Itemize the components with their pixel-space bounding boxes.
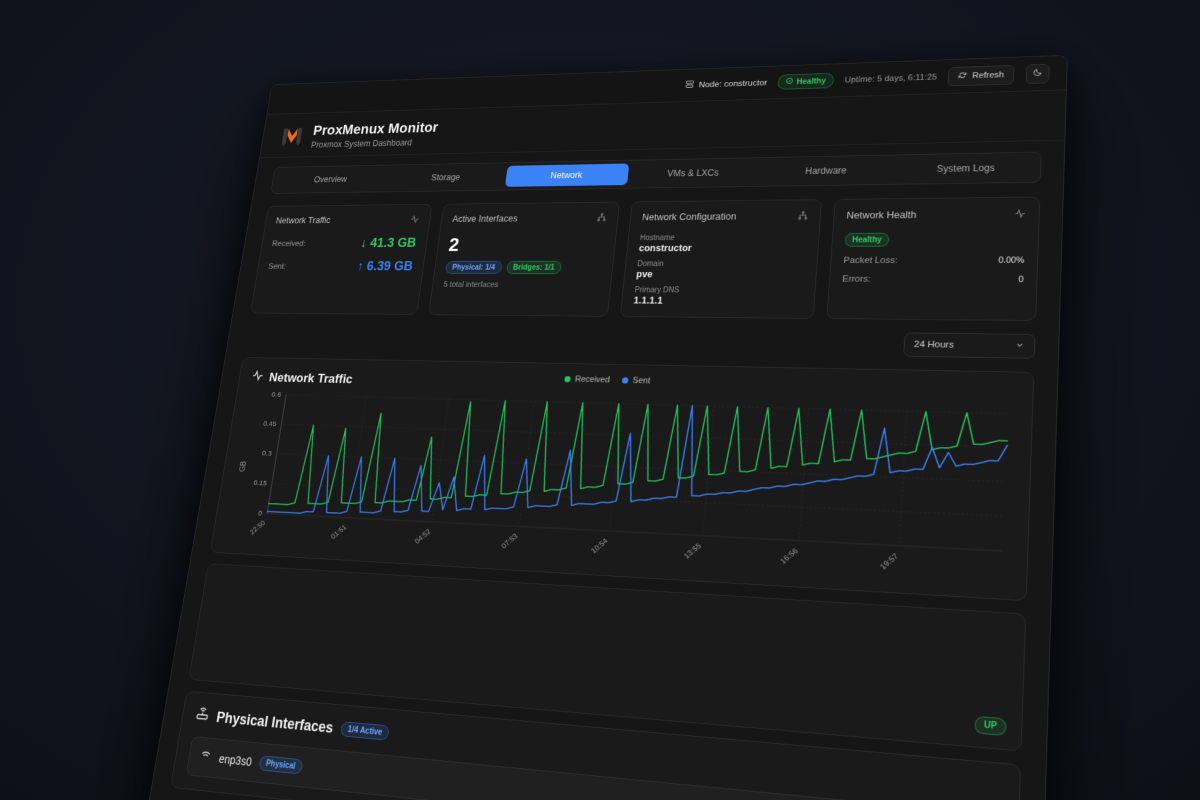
network-traffic-chart-panel: Received Sent Network Traffic GB 0 [209,357,1035,602]
tab-system-logs[interactable]: System Logs [936,162,996,175]
wifi-icon [198,748,213,767]
physical-interfaces-active-badge: 1/4 Active [340,721,390,741]
svg-text:13:55: 13:55 [682,542,703,561]
physical-interfaces-title: Physical Interfaces [215,708,335,736]
uptime-text: Uptime: 5 days, 6:11:25 [844,72,938,85]
proxmenux-m-logo-icon [278,124,307,150]
page-title: ProxMenux Monitor [312,120,440,139]
card-active-interfaces-title: Active Interfaces [451,213,519,225]
card-network-traffic-title: Network Traffic [275,215,332,226]
domain-label: Domain [636,260,664,269]
card-network-traffic: Network Traffic Received: ↓ 41.3 GB Sent… [250,203,433,315]
refresh-button[interactable]: Refresh [947,64,1015,87]
theme-toggle-button[interactable] [1025,63,1050,84]
legend-item-received: Received [564,375,610,385]
legend-item-sent: Sent [621,375,651,386]
interface-name: enp3s0 [218,751,253,769]
router-icon [194,705,210,726]
tab-hardware[interactable]: Hardware [804,165,847,177]
svg-text:0.3: 0.3 [261,449,272,458]
network-nodes-icon [596,213,607,226]
up-status-badge: UP [974,715,1007,737]
card-active-interfaces: Active Interfaces 2 Physical: 1/4 Bridge… [428,201,621,317]
check-circle-icon [785,77,793,87]
page-subtitle: Proxmox System Dashboard [310,137,413,150]
hostname-label: Hostname [639,234,675,243]
legend-dot-sent [621,377,629,384]
chart-legend: Received Sent [564,375,651,386]
app-window: Node: constructor Healthy Uptime: 5 days… [145,54,1068,800]
tab-vms-lxcs[interactable]: VMs & LXCs [666,167,720,179]
refresh-label: Refresh [972,70,1005,81]
active-interfaces-count: 2 [447,233,461,256]
node-info: Node: constructor [685,77,768,90]
svg-text:0.45: 0.45 [263,419,278,428]
time-range-value: 24 Hours [913,339,955,351]
svg-text:16:56: 16:56 [779,547,800,566]
tab-network[interactable]: Network [504,163,629,187]
svg-text:22:50: 22:50 [249,519,267,536]
received-value: ↓ 41.3 GB [359,235,418,250]
refresh-icon [958,71,968,82]
badge-bridges: Bridges: 1/1 [505,260,562,275]
card-network-health: Network Health Healthy Packet Loss: 0.00… [826,196,1041,321]
primary-dns-value: 1.1.1.1 [633,295,664,306]
interface-type-badge: Physical [258,755,303,775]
svg-text:01:51: 01:51 [330,523,348,541]
status-badge: Healthy [777,72,835,90]
node-label: Node: constructor [698,78,768,90]
activity-icon [409,215,420,228]
activity-icon [1014,208,1026,222]
svg-text:04:52: 04:52 [413,528,432,546]
chart-title: Network Traffic [268,370,354,387]
network-traffic-chart: 0 0.15 0.3 0.45 0.6 22:50 01:51 04:52 07:53 10:54… [249,390,1016,572]
moon-icon [1032,68,1043,80]
errors-value: 0 [1018,274,1024,285]
errors-label: Errors: [841,274,871,284]
received-label: Received: [271,239,307,248]
packet-loss-value: 0.00% [998,255,1025,266]
sent-value: ↑ 6.39 GB [356,258,414,274]
svg-text:19:57: 19:57 [878,552,900,572]
primary-dns-label: Primary DNS [634,286,680,295]
chart-plot-area: GB 0 0.15 0.3 0.45 0.6 22:50 01:51 04:52 07:53 10… [224,390,1016,591]
network-nodes-icon [797,211,808,225]
summary-cards: Network Traffic Received: ↓ 41.3 GB Sent… [233,182,1063,321]
legend-dot-received [564,376,571,383]
svg-text:10:54: 10:54 [590,537,610,555]
packet-loss-label: Packet Loss: [843,255,898,266]
legend-label-received: Received [574,374,611,385]
tab-overview[interactable]: Overview [313,174,348,185]
card-network-health-title: Network Health [846,209,917,221]
svg-text:0: 0 [257,509,262,518]
domain-value: pve [635,269,654,280]
card-network-configuration: Network Configuration Hostname construct… [619,199,823,319]
total-interfaces-note: 5 total interfaces [442,280,499,290]
activity-icon [251,369,265,385]
svg-text:0.6: 0.6 [271,390,282,399]
badge-physical: Physical: 1/4 [445,260,503,274]
sent-label: Sent: [267,262,287,271]
legend-label-sent: Sent [632,375,651,386]
server-icon [685,80,695,91]
status-badge-label: Healthy [796,76,827,86]
card-network-configuration-title: Network Configuration [641,211,737,223]
chevron-down-icon [1015,340,1025,352]
hostname-value: constructor [638,242,693,254]
tab-storage[interactable]: Storage [430,172,461,183]
svg-text:07:53: 07:53 [500,532,519,550]
svg-text:0.15: 0.15 [253,478,268,487]
time-range-select[interactable]: 24 Hours [903,332,1036,359]
health-status-badge: Healthy [844,232,890,247]
